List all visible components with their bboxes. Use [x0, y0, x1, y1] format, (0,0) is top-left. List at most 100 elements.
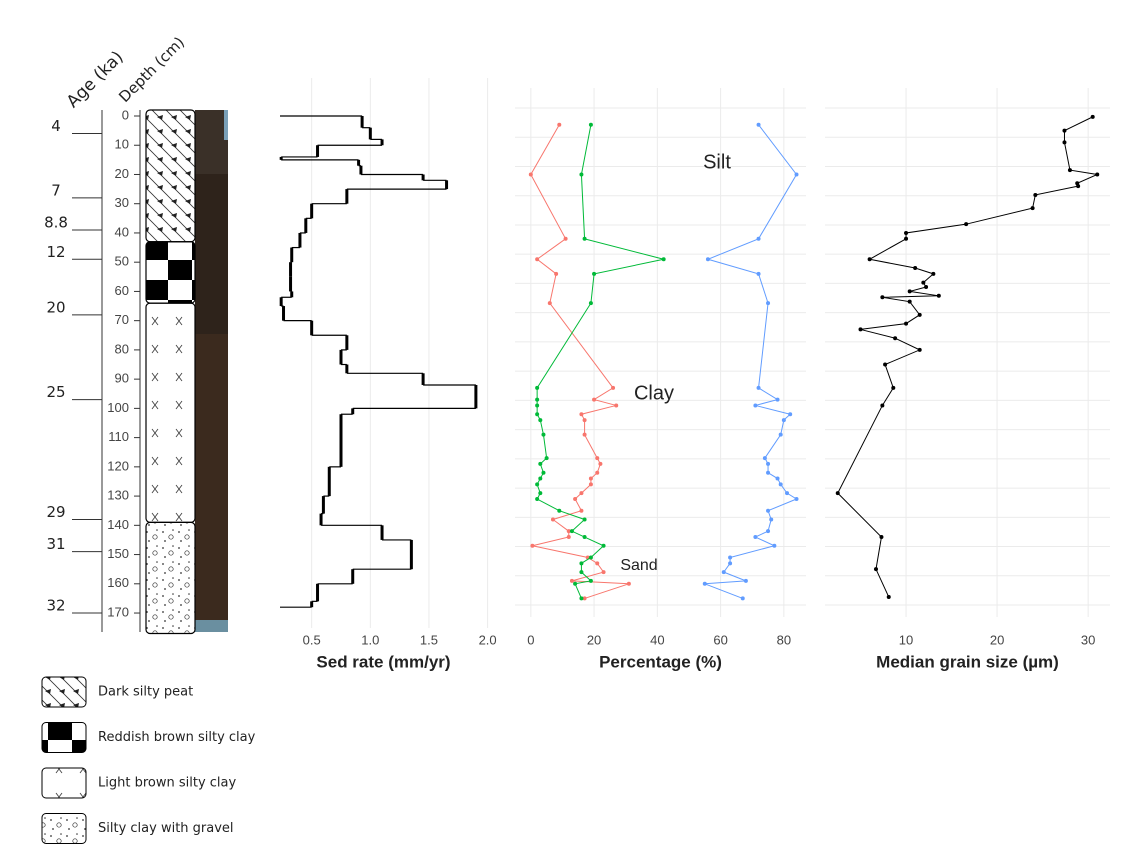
depth-tick-label: 150 — [107, 546, 129, 561]
lithology-unit — [145, 109, 196, 243]
age-label: 29 — [46, 503, 65, 521]
data-point — [1062, 128, 1067, 133]
data-point — [569, 529, 574, 534]
data-point — [554, 271, 559, 276]
series-label: Silt — [703, 151, 731, 173]
data-point — [557, 508, 562, 513]
depth-tick-label: 130 — [107, 488, 129, 503]
depth-tick-label: 80 — [115, 341, 129, 356]
data-point — [880, 295, 885, 300]
data-point — [535, 257, 540, 262]
series-label: Sand — [620, 557, 657, 574]
data-point — [579, 491, 584, 496]
legend-swatch — [41, 813, 87, 844]
data-point — [721, 570, 726, 575]
data-point — [579, 561, 584, 566]
data-point — [582, 418, 587, 423]
depth-tick-label: 70 — [115, 312, 129, 327]
data-point — [1030, 206, 1035, 211]
data-point — [904, 236, 909, 241]
data-point — [595, 470, 600, 475]
data-point — [917, 312, 922, 317]
data-point — [1067, 168, 1072, 173]
data-point — [753, 403, 758, 408]
data-point — [936, 293, 941, 298]
data-point — [535, 403, 540, 408]
age-label: 7 — [51, 181, 61, 199]
data-point — [873, 567, 878, 572]
legend-swatch — [41, 722, 87, 753]
data-point — [879, 535, 884, 540]
data-point — [756, 385, 761, 390]
data-point — [886, 594, 891, 599]
age-label: 31 — [46, 535, 65, 553]
data-point — [766, 470, 771, 475]
data-point — [769, 517, 774, 522]
x-tick-label: 80 — [777, 632, 791, 647]
age-axis-title: Age (ka) — [63, 47, 128, 112]
data-point — [582, 517, 587, 522]
data-point — [541, 470, 546, 475]
data-point — [766, 508, 771, 513]
lithology-unit — [145, 302, 196, 523]
legend-label: Reddish brown silty clay — [98, 730, 256, 745]
data-point — [601, 543, 606, 548]
x-tick-label: 30 — [1081, 632, 1095, 647]
age-label: 32 — [46, 597, 65, 615]
core-photo — [195, 110, 228, 632]
data-point — [538, 461, 543, 466]
data-point — [762, 456, 767, 461]
data-point — [756, 271, 761, 276]
data-point — [858, 327, 863, 332]
depth-tick-label: 160 — [107, 575, 129, 590]
data-point — [535, 397, 540, 402]
data-point — [595, 456, 600, 461]
data-point — [535, 497, 540, 502]
data-point — [530, 543, 535, 548]
depth-tick-label: 120 — [107, 458, 129, 473]
data-point — [547, 301, 552, 306]
x-axis-title: Sed rate (mm/yr) — [316, 652, 450, 671]
data-point — [550, 517, 555, 522]
data-point — [582, 596, 587, 601]
data-point — [766, 301, 771, 306]
data-point — [891, 385, 896, 390]
data-point — [535, 482, 540, 487]
data-point — [588, 482, 593, 487]
data-point — [778, 432, 783, 437]
depth-tick-label: 100 — [107, 400, 129, 415]
lithology-unit — [145, 241, 196, 304]
depth-tick-label: 140 — [107, 517, 129, 532]
data-point — [794, 497, 799, 502]
data-point — [867, 257, 872, 262]
x-tick-label: 1.0 — [361, 632, 379, 647]
data-point — [588, 301, 593, 306]
data-point — [595, 561, 600, 566]
data-point — [535, 385, 540, 390]
data-point — [598, 461, 603, 466]
data-point — [766, 529, 771, 534]
data-point — [728, 555, 733, 560]
data-point — [775, 397, 780, 402]
data-point — [794, 172, 799, 177]
data-point — [904, 321, 909, 326]
data-point — [907, 299, 912, 304]
legend-swatch — [41, 767, 87, 799]
data-point — [880, 403, 885, 408]
depth-tick-label: 60 — [115, 283, 129, 298]
x-tick-label: 60 — [713, 632, 727, 647]
data-point — [579, 172, 584, 177]
data-point — [573, 497, 578, 502]
data-point — [883, 362, 888, 367]
data-point — [626, 581, 631, 586]
data-point — [1090, 114, 1095, 119]
data-point — [753, 535, 758, 540]
data-point — [579, 570, 584, 575]
data-point — [579, 412, 584, 417]
x-tick-label: 2.0 — [479, 632, 497, 647]
legend-label: Light brown silty clay — [98, 776, 236, 791]
data-point — [775, 476, 780, 481]
data-point — [573, 581, 578, 586]
lithology-unit — [145, 521, 196, 635]
